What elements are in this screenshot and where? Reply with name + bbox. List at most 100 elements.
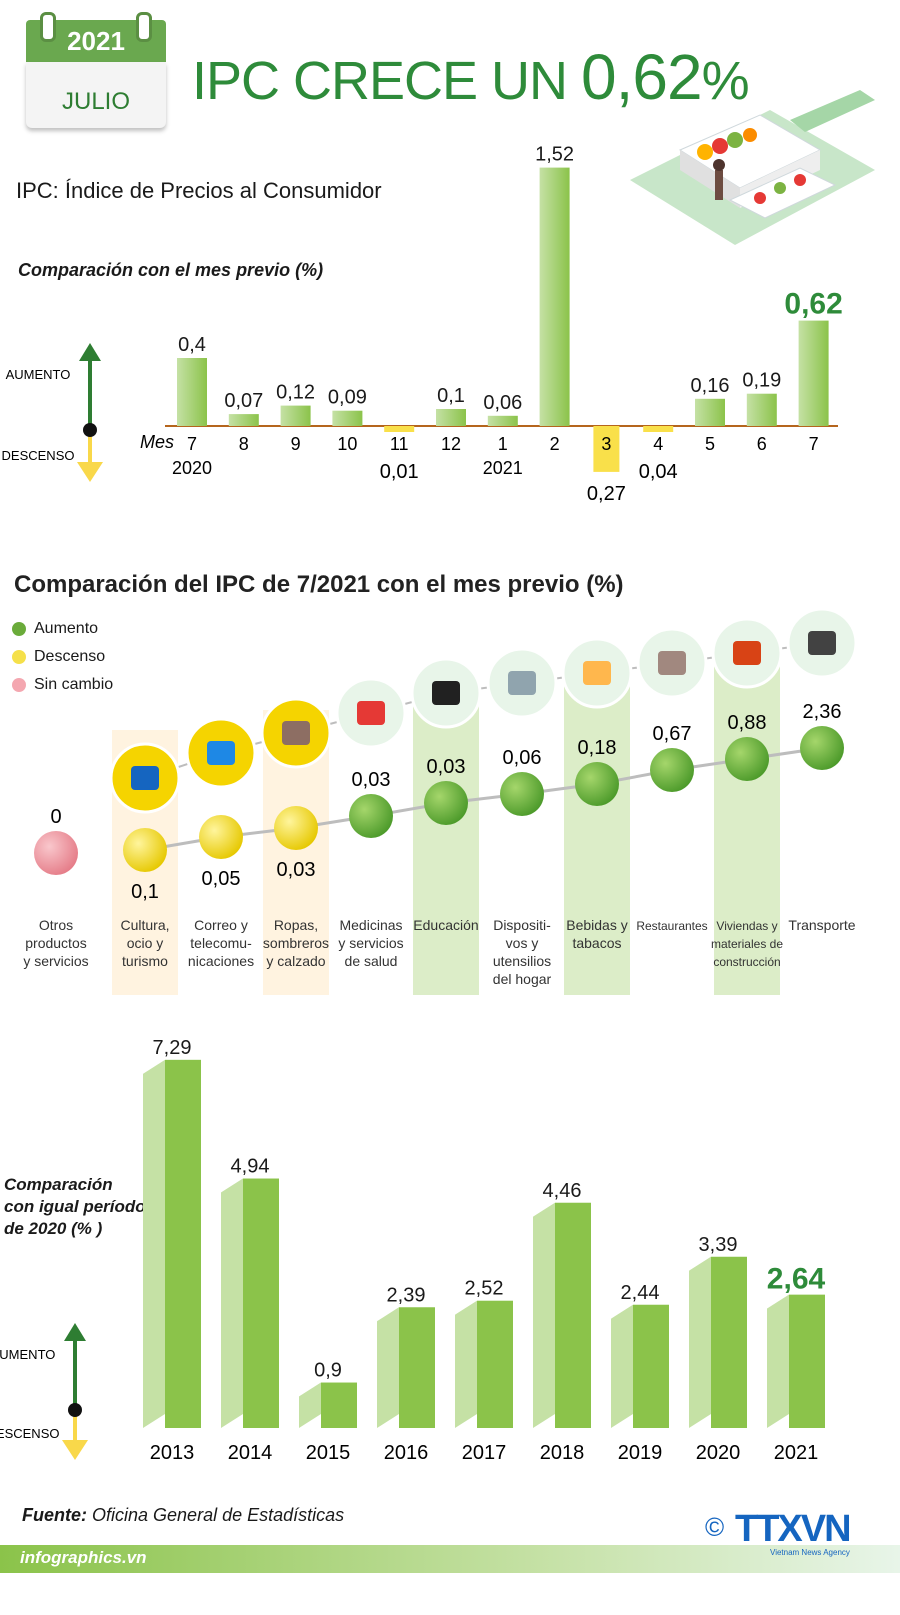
chart3-title: Comparación con igual período de 2020 (%… bbox=[4, 1175, 146, 1238]
chart3-value-label: 4,94 bbox=[231, 1156, 270, 1178]
chart1-axis-zero-dot bbox=[83, 423, 97, 437]
chart3-value-label: 4,46 bbox=[543, 1180, 582, 1202]
agency-logo: TTXVN bbox=[735, 1508, 852, 1550]
chart3-value-label: 7,29 bbox=[153, 1037, 192, 1059]
chart2-value-label: 0,03 bbox=[352, 769, 391, 791]
chart2-category-label: ocio y bbox=[127, 935, 164, 951]
chart2-icon-glyph bbox=[207, 741, 235, 765]
chart3-value-label: 2,52 bbox=[465, 1278, 504, 1300]
chart2-category-label: sombreros bbox=[263, 935, 329, 951]
chart2-value-label: 0,03 bbox=[427, 756, 466, 778]
chart3-year-label: 2015 bbox=[306, 1442, 351, 1464]
chart2-category-label: Bebidas y bbox=[566, 917, 627, 933]
chart1-bar bbox=[228, 414, 259, 426]
chart2-category-label: Correo y bbox=[194, 917, 248, 933]
chart1-month-label: 5 bbox=[705, 434, 715, 454]
chart2-column-band bbox=[564, 660, 630, 995]
chart3-value-label: 0,9 bbox=[314, 1360, 342, 1382]
legend-item-aumento: Aumento bbox=[12, 620, 98, 638]
chart1-x-label: Mes bbox=[140, 432, 174, 452]
chart2-category-label: Ropas, bbox=[274, 917, 318, 933]
chart2-value-label: 2,36 bbox=[803, 701, 842, 723]
chart2-category-label: construcción bbox=[713, 955, 780, 969]
chart2-column-band bbox=[413, 685, 479, 995]
chart1-year-label: 2021 bbox=[483, 458, 523, 478]
legend-green-dot bbox=[12, 622, 26, 636]
chart1-bar bbox=[643, 426, 674, 432]
chart3-value-label: 2,39 bbox=[387, 1284, 426, 1306]
chart3-year-label: 2020 bbox=[696, 1442, 741, 1464]
chart2-icon-glyph bbox=[583, 661, 611, 685]
chart3-bar bbox=[789, 1294, 825, 1428]
chart2-category-label: productos bbox=[25, 935, 86, 951]
website-link[interactable]: infographics.vn bbox=[20, 1548, 147, 1567]
chart1-month-label: 8 bbox=[239, 434, 249, 454]
chart1-bar bbox=[746, 393, 777, 426]
chart2-point bbox=[575, 762, 619, 806]
chart1-month-label: 2 bbox=[550, 434, 560, 454]
legend-item-descenso: Descenso bbox=[12, 648, 105, 666]
legend-yellow-dot bbox=[12, 650, 26, 664]
chart2-value-label: 0,03 bbox=[277, 859, 316, 881]
chart1-month-label: 4 bbox=[653, 434, 663, 454]
chart1-axis-aumento-label: AUMENTO bbox=[6, 367, 71, 382]
chart3-bar-side bbox=[533, 1202, 555, 1428]
calendar-ring-left bbox=[40, 12, 56, 42]
chart2-point bbox=[800, 726, 844, 770]
chart1-bar bbox=[695, 398, 725, 426]
chart3-bar bbox=[165, 1059, 201, 1428]
calendar-year: 2021 bbox=[67, 26, 125, 56]
chart2-category-label: y calzado bbox=[266, 953, 325, 969]
chart3-bar-side bbox=[611, 1304, 633, 1428]
chart1-bar bbox=[539, 167, 570, 426]
chart3-bar bbox=[555, 1202, 591, 1428]
calendar-badge: 2021 JULIO bbox=[26, 12, 166, 128]
page-title: IPC CRECE UN 0,62% bbox=[192, 41, 750, 113]
chart1-title: Comparación con el mes previo (%) bbox=[18, 260, 324, 280]
chart3-bar bbox=[477, 1300, 513, 1428]
chart2-category-label: Transporte bbox=[788, 917, 855, 933]
chart1-year-label: 2020 bbox=[172, 458, 212, 478]
chart2-point bbox=[725, 737, 769, 781]
chart1-month-label: 10 bbox=[337, 434, 357, 454]
chart2-title: Comparación del IPC de 7/2021 con el mes… bbox=[14, 571, 624, 598]
footer-bar bbox=[0, 1545, 900, 1573]
chart2-point bbox=[274, 806, 318, 850]
legend-item-sin-cambio: Sin cambio bbox=[12, 676, 113, 694]
chart2-value-label: 0,88 bbox=[728, 712, 767, 734]
chart2-category-label: Restaurantes bbox=[636, 919, 707, 933]
chart1-value-label: 0,1 bbox=[437, 385, 465, 407]
chart2-value-label: 0,05 bbox=[202, 868, 241, 890]
chart1-value-label: 0,07 bbox=[224, 390, 263, 412]
chart3-bar-side bbox=[221, 1178, 243, 1428]
chart2-point bbox=[349, 794, 393, 838]
chart2-category-label: del hogar bbox=[493, 971, 552, 987]
chart2-category-label: y servicios bbox=[23, 953, 88, 969]
chart2-category-label: turismo bbox=[122, 953, 168, 969]
page-subtitle: IPC: Índice de Precios al Consumidor bbox=[16, 178, 382, 203]
chart1-month-label: 11 bbox=[390, 434, 409, 454]
chart3-bar-side bbox=[455, 1300, 477, 1428]
title-value: 0,62 bbox=[581, 41, 703, 113]
chart3-year-label: 2016 bbox=[384, 1442, 429, 1464]
chart3-bar-side bbox=[689, 1256, 711, 1428]
chart1-monthly-bars: AUMENTODESCENSOMes0,4720200,0780,1290,09… bbox=[2, 144, 843, 505]
chart1-month-label: 12 bbox=[441, 434, 461, 454]
chart2-category-label: Otros bbox=[39, 917, 73, 933]
chart1-value-label: 1,52 bbox=[535, 144, 574, 166]
chart2-icon-glyph bbox=[432, 681, 460, 705]
chart1-month-label: 3 bbox=[601, 434, 611, 454]
chart1-bar bbox=[436, 409, 466, 426]
agency-subtitle: Vietnam News Agency bbox=[770, 1548, 850, 1557]
chart2-icon-glyph bbox=[658, 651, 686, 675]
chart2-category-label: de salud bbox=[345, 953, 398, 969]
chart2-icon-glyph bbox=[508, 671, 536, 695]
chart2-value-label: 0,67 bbox=[653, 723, 692, 745]
chart2-icon-glyph bbox=[282, 721, 310, 745]
market-illustration bbox=[630, 90, 875, 245]
chart3-bar bbox=[399, 1307, 435, 1428]
chart2-category-label: Viviendas y bbox=[716, 919, 777, 933]
chart1-month-label: 7 bbox=[187, 434, 197, 454]
chart3-bar-side bbox=[377, 1307, 399, 1428]
chart1-month-label: 1 bbox=[498, 434, 508, 454]
